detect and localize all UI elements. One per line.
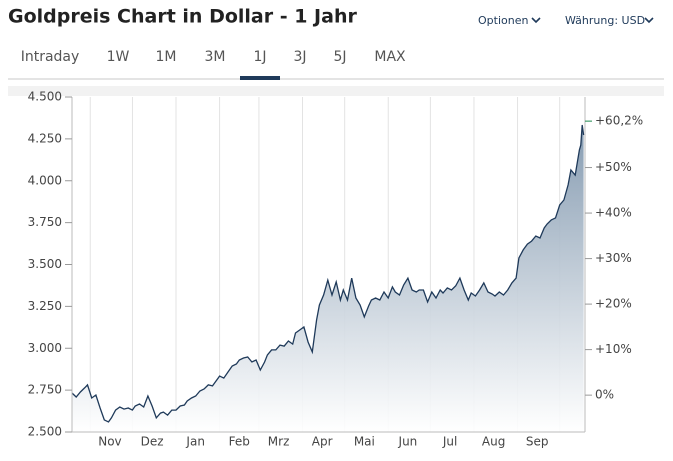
tab[interactable]: 5J [333, 49, 346, 65]
y2-tick-label: 0% [595, 388, 614, 402]
x-tick-label: Nov [98, 435, 121, 449]
tab-bar: Intraday 1W 1M 3M 1J 3J 5J MAX [21, 49, 406, 80]
plot: 2.500 2.750 3.000 3.250 3.500 3.750 4.000 4.250… [28, 90, 644, 449]
options-button[interactable]: Optionen [478, 14, 528, 27]
x-tick-label: Feb [229, 435, 250, 449]
y-tick-label: 3.250 [28, 299, 62, 313]
y2-tick-label: +30% [595, 251, 632, 265]
tab[interactable]: 3M [205, 49, 226, 65]
y2-tick-label: +20% [595, 297, 632, 311]
tab-divider [8, 78, 664, 80]
tab[interactable]: 3J [293, 49, 306, 65]
y-tick-label: 4.500 [28, 90, 62, 104]
page-title: Goldpreis Chart in Dollar - 1 Jahr [8, 6, 357, 28]
x-tick-label: Mrz [268, 435, 290, 449]
x-tick-label: Jul [442, 435, 457, 449]
y2-tick-label: +50% [595, 160, 632, 174]
active-tab-indicator [240, 76, 280, 80]
tab[interactable]: 1M [156, 49, 177, 65]
y-tick-label: 4.000 [28, 173, 62, 187]
y-tick-label: 3.750 [28, 215, 62, 229]
y2-tick-label: +10% [595, 342, 632, 356]
current-change-label: +60,2% [595, 114, 643, 128]
y-tick-label: 4.250 [28, 131, 62, 145]
y-tick-label: 2.500 [28, 425, 62, 439]
y2-tick-label: +40% [595, 206, 632, 220]
line [71, 124, 585, 423]
x-tick-label: Mai [354, 435, 375, 449]
y-tick-label: 2.750 [28, 383, 62, 397]
y-tick-label: 3.000 [28, 341, 62, 355]
x-tick-label: Aug [482, 435, 505, 449]
x-tick-label: Apr [312, 435, 333, 449]
x-tick-label: Sep [526, 435, 549, 449]
tab[interactable]: 1W [107, 49, 130, 65]
chevron [531, 17, 541, 24]
tab[interactable]: 1J [253, 49, 266, 65]
x-tick-label: Jun [398, 435, 418, 449]
currency-button[interactable]: Währung: USD [565, 14, 645, 27]
y-tick-label: 3.500 [28, 257, 62, 271]
tab[interactable]: Intraday [21, 49, 80, 65]
tab[interactable]: MAX [374, 49, 406, 65]
chart-top-band [8, 86, 664, 96]
x-tick-label: Dez [141, 435, 164, 449]
chevron [644, 17, 654, 24]
area [72, 125, 584, 432]
x-tick-label: Jan [185, 435, 205, 449]
